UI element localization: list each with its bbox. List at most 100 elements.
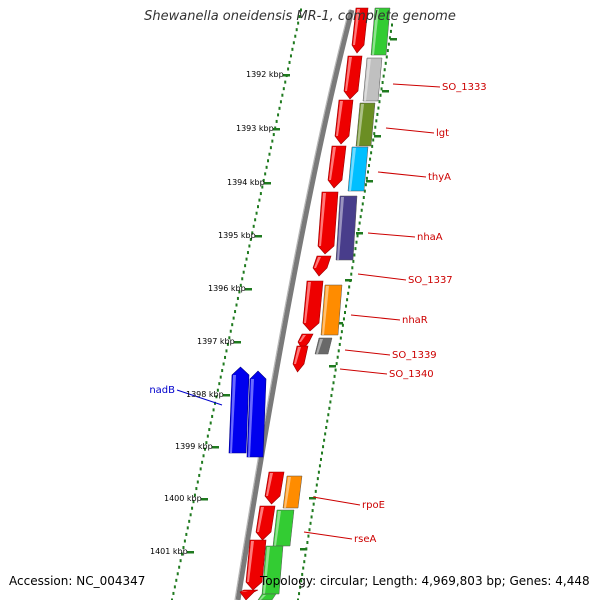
inner-ring-dot bbox=[255, 211, 258, 215]
inner-ring-dot bbox=[258, 198, 261, 202]
leader-line bbox=[344, 349, 391, 356]
leader-line bbox=[350, 314, 401, 321]
kbp-tick bbox=[245, 288, 252, 291]
outer-ring-dot bbox=[370, 151, 373, 155]
inner-ring-dot bbox=[176, 572, 179, 576]
leader-line bbox=[176, 389, 223, 406]
outer-ring-dot bbox=[381, 81, 384, 84]
outer-ring-dot bbox=[350, 272, 353, 276]
cog-bar-shine bbox=[284, 477, 291, 508]
gene-arrow-red-shade bbox=[353, 9, 360, 45]
accession-text: Accession: NC_004347 bbox=[9, 574, 146, 588]
outer-ring-dot bbox=[346, 298, 349, 302]
outer-ring-dot bbox=[353, 253, 356, 257]
inner-ring-dot bbox=[288, 60, 291, 64]
outer-ring-dot bbox=[329, 400, 332, 404]
cog-bar-shine bbox=[259, 595, 266, 600]
outer-ring-dot bbox=[310, 515, 313, 519]
outer-ring-dot bbox=[321, 451, 324, 455]
outer-ring-dot bbox=[348, 285, 351, 289]
kbp-tick bbox=[201, 498, 208, 501]
outer-ring-dot bbox=[372, 138, 375, 142]
inner-ring-dot bbox=[206, 434, 209, 438]
gene-arrow-nadb-shade bbox=[230, 375, 236, 453]
outer-ring-dot bbox=[330, 394, 333, 398]
outer-ring-dot bbox=[311, 509, 314, 513]
inner-ring-dot bbox=[295, 28, 298, 32]
inner-ring-dot bbox=[241, 277, 244, 281]
leader-line bbox=[303, 531, 353, 540]
gene-arrow-red-shade bbox=[241, 591, 248, 592]
inner-ring-dot bbox=[238, 290, 241, 294]
outer-ring-dot bbox=[362, 196, 365, 199]
outer-ring-dot bbox=[373, 132, 376, 136]
cog-bar-shine bbox=[337, 197, 344, 260]
kbp-label: 1395 kbp bbox=[218, 231, 256, 240]
gene-arrow-red-shade bbox=[336, 101, 343, 136]
inner-ring-dot bbox=[201, 460, 204, 464]
outer-ring-dot bbox=[382, 74, 385, 78]
inner-ring-dot bbox=[245, 257, 248, 261]
inner-ring-dot bbox=[189, 513, 192, 517]
inner-ring-dot bbox=[297, 21, 300, 25]
gene-arrow-red-shade bbox=[257, 507, 264, 532]
inner-ring-dot bbox=[228, 336, 231, 340]
inner-ring-dot bbox=[195, 487, 198, 491]
inner-ring-dot bbox=[300, 8, 302, 12]
gene-arrow-red-shade bbox=[299, 335, 306, 342]
cog-bar bbox=[314, 337, 333, 355]
outer-ring-dot bbox=[344, 311, 346, 314]
outer-tick bbox=[366, 180, 373, 183]
inner-ring-dot bbox=[248, 244, 251, 248]
gene-arrow-red-shade bbox=[304, 282, 311, 323]
inner-ring-dot bbox=[281, 93, 284, 97]
inner-ring-dot bbox=[239, 283, 242, 287]
outer-ring-dot bbox=[361, 202, 364, 206]
outer-ring-dot bbox=[307, 534, 310, 538]
outer-ring-dot bbox=[319, 457, 322, 461]
outer-ring-dot bbox=[337, 349, 340, 353]
outer-ring-dot bbox=[384, 61, 387, 65]
cog-bar bbox=[282, 475, 303, 509]
gene-arrow-nadb-2-shade bbox=[248, 379, 254, 457]
topology-text: Topology: circular; Length: 4,969,803 bp… bbox=[260, 574, 590, 588]
kbp-tick bbox=[255, 235, 262, 238]
outer-ring-dot bbox=[355, 240, 358, 244]
inner-ring-dot bbox=[272, 133, 275, 137]
outer-ring-dot bbox=[387, 42, 390, 46]
outer-ring-dot bbox=[332, 381, 335, 385]
kbp-tick bbox=[273, 128, 280, 131]
kbp-label: 1394 kbp bbox=[227, 178, 265, 187]
inner-ring-dot bbox=[231, 323, 234, 327]
kbp-labels: 1392 kbp 1393 kbp 1394 kbp 1395 kbp 1396 kbp… bbox=[150, 70, 284, 556]
inner-ring-dot bbox=[244, 264, 247, 268]
inner-ring-dot bbox=[275, 119, 278, 123]
gene-label: rpoE bbox=[362, 500, 385, 511]
kbp-label: 1396 kbp bbox=[208, 284, 246, 293]
outer-tick bbox=[345, 279, 352, 282]
outer-ring-dot bbox=[325, 426, 328, 429]
outer-tick bbox=[356, 232, 363, 235]
inner-ring-dot bbox=[171, 598, 173, 600]
kbp-label: 1398 kbp bbox=[186, 390, 224, 399]
inner-ring-dot bbox=[198, 473, 201, 477]
inner-ring-dot bbox=[175, 578, 178, 582]
outer-ring-dot bbox=[331, 387, 334, 391]
outer-ring-dot bbox=[369, 157, 372, 161]
backbone-line bbox=[235, 9, 355, 600]
kbp-label: 1393 kbp bbox=[236, 124, 274, 133]
outer-ring-dot bbox=[358, 221, 361, 225]
outer-ring-dot bbox=[338, 342, 341, 346]
inner-ring-dot bbox=[277, 113, 280, 117]
outer-tick bbox=[309, 497, 316, 500]
inner-ring-dot bbox=[268, 152, 271, 156]
cog-bar-shine bbox=[364, 59, 371, 101]
kbp-tick-marks bbox=[187, 38, 397, 554]
inner-ring-dot bbox=[211, 414, 214, 418]
outer-ring-dot bbox=[347, 291, 350, 295]
inner-ring-dot bbox=[203, 447, 206, 451]
outer-ring-dot bbox=[377, 106, 380, 110]
inner-ring-dot bbox=[289, 54, 292, 58]
outer-ring-dot bbox=[334, 368, 337, 372]
outer-tick bbox=[300, 548, 307, 551]
